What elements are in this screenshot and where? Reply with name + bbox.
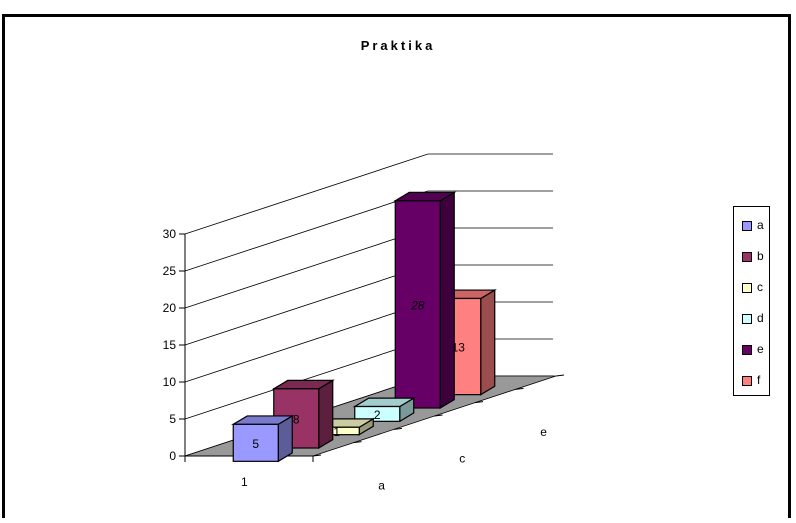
depth-tick [555,374,565,377]
legend-swatch [742,314,752,324]
legend-label: b [757,249,764,263]
gridline [184,338,429,420]
legend-label: e [757,342,764,356]
bar-a [232,423,279,462]
y-tick-label: 0 [169,449,176,463]
legend-swatch [742,283,752,293]
depth-tick [515,387,524,390]
y-tick-label: 5 [169,412,176,426]
legend-swatch [742,221,752,231]
bar-e [394,200,441,409]
legend-swatch [742,376,752,386]
y-tick-label: 10 [163,375,177,389]
y-tick-label: 15 [163,338,177,352]
bar-side [439,191,455,410]
gridline [184,227,429,309]
data-label: 28 [410,298,425,312]
depth-tick [312,454,322,457]
y-tick-label: 20 [163,301,177,315]
data-label: 13 [452,341,466,355]
legend: a b c d e f [733,206,770,396]
depth-label: c [459,452,465,466]
x-tick-label: 1 [241,475,248,489]
bar-side [480,289,496,396]
y-tick-label: 30 [163,227,177,241]
gridline [184,264,429,346]
y-tick-label: 25 [163,264,177,278]
depth-tick [353,441,362,444]
depth-tick [434,414,443,417]
legend-label: d [757,311,764,325]
depth-label: e [540,425,547,439]
legend-label: f [757,373,761,387]
depth-tick [474,401,484,404]
data-label: 2 [374,408,381,422]
depth-tick [393,427,403,430]
legend-label: c [757,280,763,294]
chart-title: Praktika [360,38,436,53]
bar-d [354,405,401,422]
bar-side [318,379,334,450]
gridline [184,153,429,235]
data-label: 8 [293,412,300,426]
data-label: 5 [252,437,259,451]
gridline [184,190,429,272]
data-label: 1 [333,425,340,439]
depth-label: a [378,478,385,492]
legend-swatch [742,252,752,262]
legend-swatch [742,345,752,355]
legend-label: a [757,218,764,232]
gridline [184,301,429,383]
